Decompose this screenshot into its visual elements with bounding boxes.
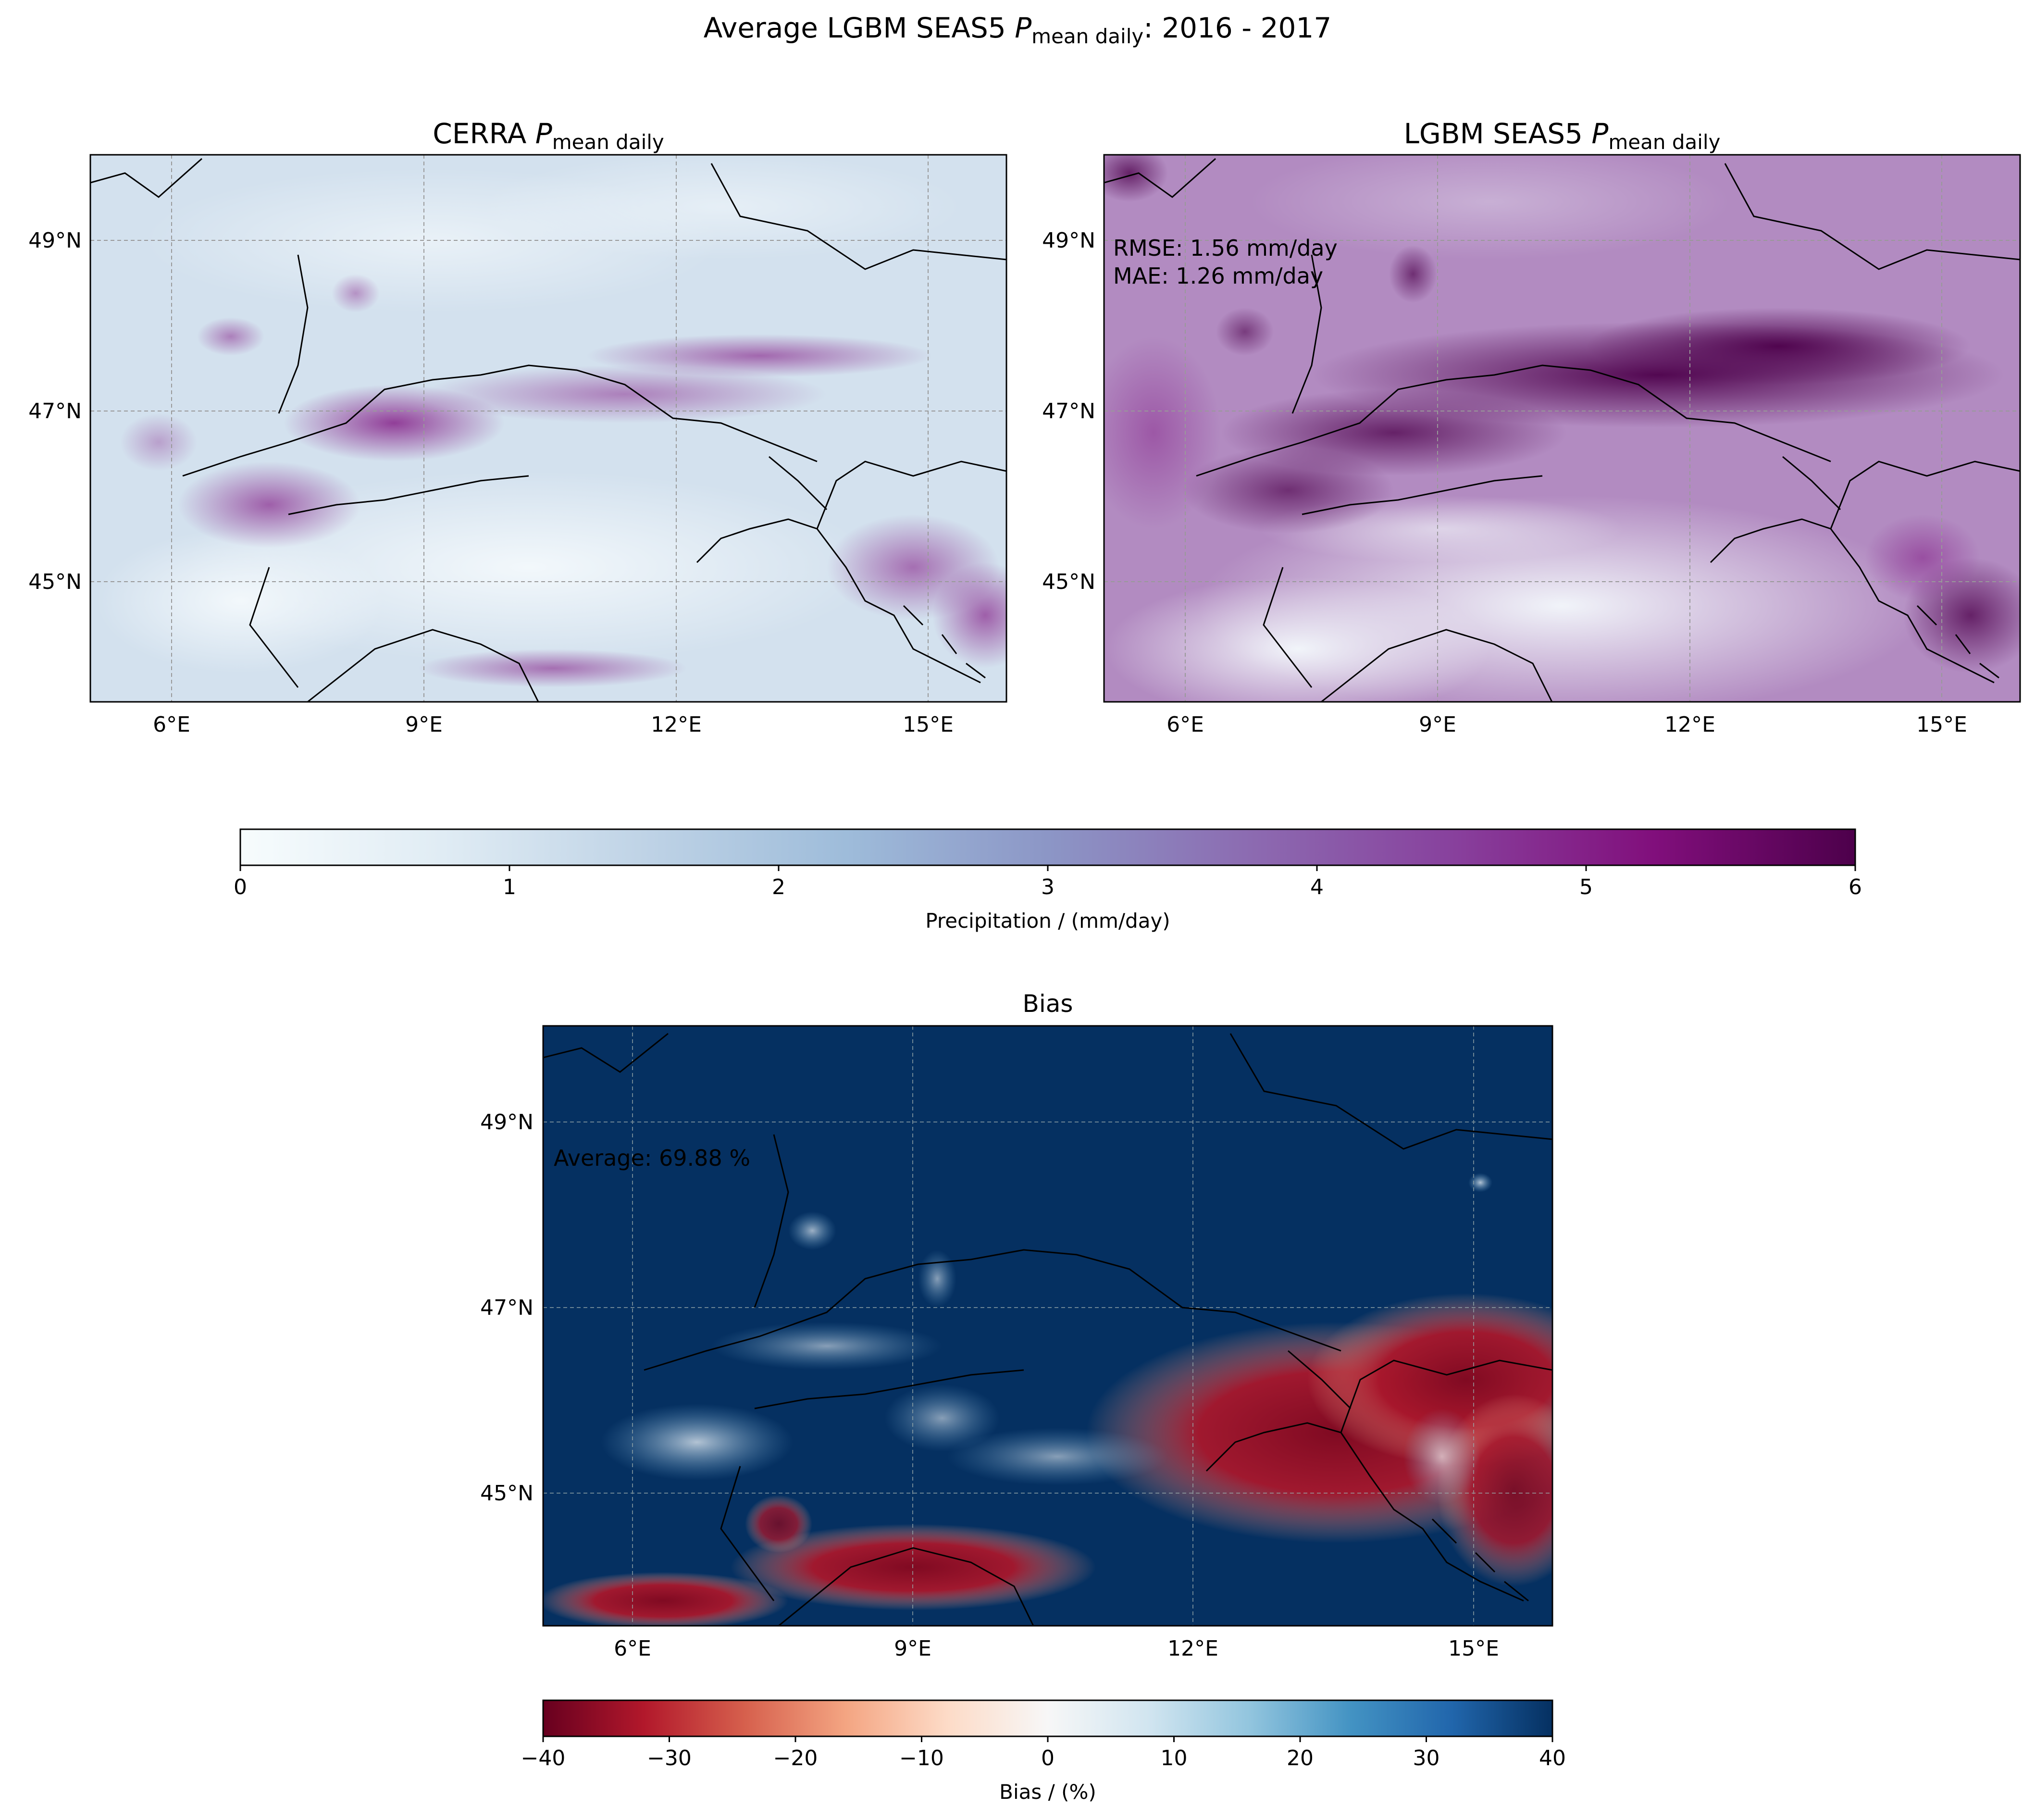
cerra-y-ticks: 45°N 47°N 49°N: [28, 228, 82, 594]
bias-x-ticks: 6°E 9°E 12°E 15°E: [614, 1636, 1499, 1661]
bias-colorbar-tick-label: −10: [899, 1746, 944, 1770]
bias-colorbar-tick-label: 10: [1161, 1746, 1188, 1770]
bias-y-tick-label: 49°N: [480, 1110, 534, 1134]
bias-colorbar-tick-label: 0: [1041, 1746, 1055, 1770]
lgbm-map-panel: LGBM SEAS5 Pmean daily: [1042, 117, 2021, 737]
cerra-x-tick-label: 9°E: [405, 712, 443, 737]
lgbm-gridlines: [1104, 155, 2020, 702]
bias-plot-frame: [542, 1025, 1553, 1627]
cerra-y-tick-label: 45°N: [28, 570, 82, 594]
bias-map-panel: Bias: [480, 990, 1553, 1661]
lgbm-x-ticks: 6°E 9°E 12°E 15°E: [1166, 712, 1967, 737]
lgbm-x-tick-label: 6°E: [1166, 712, 1204, 737]
cerra-x-tick-label: 6°E: [153, 712, 190, 737]
lgbm-coastlines: [1104, 158, 2020, 702]
bias-average-annotation: Average: 69.88 %: [554, 1145, 750, 1171]
precip-colorbar: 0 1 2 3 4 5 6 Precipitation / (mm/day): [234, 828, 1862, 933]
bias-x-tick-label: 9°E: [894, 1636, 931, 1661]
lgbm-heatmap: [1104, 155, 2020, 702]
cerra-x-ticks: 6°E 9°E 12°E 15°E: [153, 712, 954, 737]
bias-panel-title: Bias: [1023, 990, 1073, 1018]
figure-title: Average LGBM SEAS5 Pmean daily: 2016 - 2…: [704, 12, 1331, 48]
precip-colorbar-label: Precipitation / (mm/day): [925, 909, 1170, 933]
precip-colorbar-tick-label: 0: [234, 875, 247, 899]
bias-colorbar: −40 −30 −20 −10 0 10 20 30 40 Bias / (%): [521, 1699, 1566, 1804]
bias-colorbar-tick-label: 40: [1539, 1746, 1566, 1770]
lgbm-y-tick-label: 45°N: [1042, 570, 1095, 594]
lgbm-x-tick-label: 9°E: [1419, 712, 1456, 737]
lgbm-y-tick-label: 47°N: [1042, 399, 1095, 424]
cerra-x-tick-label: 12°E: [651, 712, 702, 737]
lgbm-y-tick-label: 49°N: [1042, 228, 1095, 253]
bias-colorbar-tick-label: −30: [647, 1746, 692, 1770]
cerra-coastlines: [90, 158, 1006, 702]
bias-heatmap: [543, 1026, 1552, 1626]
precip-colorbar-gradient: [239, 828, 1856, 866]
lgbm-x-tick-label: 15°E: [1916, 712, 1967, 737]
lgbm-x-tick-label: 12°E: [1664, 712, 1715, 737]
precip-colorbar-tick-label: 1: [503, 875, 516, 899]
precip-colorbar-tick-label: 6: [1849, 875, 1862, 899]
lgbm-mae-annotation: MAE: 1.26 mm/day: [1113, 263, 1323, 289]
precip-colorbar-tick-label: 5: [1579, 875, 1593, 899]
precip-colorbar-tick-label: 4: [1310, 875, 1324, 899]
precip-colorbar-tick-label: 3: [1041, 875, 1055, 899]
lgbm-panel-title: LGBM SEAS5 Pmean daily: [1404, 117, 1721, 154]
bias-y-ticks: 45°N 47°N 49°N: [480, 1110, 534, 1506]
bias-colorbar-tick-label: 20: [1287, 1746, 1314, 1770]
bias-colorbar-tick-label: −40: [521, 1746, 566, 1770]
bias-colorbar-tick-label: 30: [1413, 1746, 1440, 1770]
cerra-heatmap: [90, 155, 1006, 702]
lgbm-y-ticks: 45°N 47°N 49°N: [1042, 228, 1095, 594]
bias-x-tick-label: 6°E: [614, 1636, 651, 1661]
bias-x-tick-label: 15°E: [1448, 1636, 1499, 1661]
precip-colorbar-ticks: 0 1 2 3 4 5 6: [234, 865, 1862, 899]
bias-colorbar-tick-label: −20: [773, 1746, 818, 1770]
bias-coastlines: [543, 1033, 1552, 1626]
bias-x-tick-label: 12°E: [1167, 1636, 1218, 1661]
bias-colorbar-ticks: −40 −30 −20 −10 0 10 20 30 40: [521, 1736, 1566, 1770]
bias-colorbar-gradient: [542, 1699, 1553, 1737]
cerra-panel-title: CERRA Pmean daily: [433, 117, 664, 154]
bias-gridlines: [543, 1026, 1552, 1626]
cerra-y-tick-label: 49°N: [28, 228, 82, 253]
cerra-y-tick-label: 47°N: [28, 399, 82, 424]
bias-y-tick-label: 47°N: [480, 1296, 534, 1320]
bias-y-tick-label: 45°N: [480, 1481, 534, 1506]
cerra-map-panel: CERRA Pmean daily: [28, 117, 1007, 737]
cerra-x-tick-label: 15°E: [903, 712, 954, 737]
cerra-plot-frame: [89, 154, 1007, 703]
precip-colorbar-tick-label: 2: [772, 875, 785, 899]
lgbm-plot-frame: [1103, 154, 2021, 703]
bias-colorbar-label: Bias / (%): [999, 1780, 1096, 1804]
lgbm-rmse-annotation: RMSE: 1.56 mm/day: [1113, 235, 1338, 261]
